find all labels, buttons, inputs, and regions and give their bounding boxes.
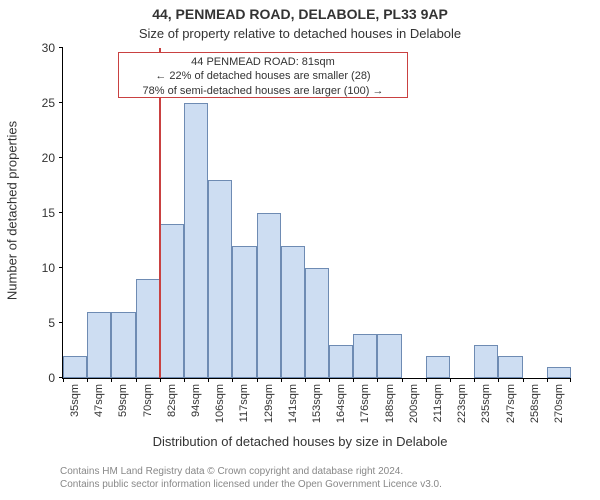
x-tick-label: 94sqm (190, 378, 202, 417)
x-tick-mark (257, 378, 258, 382)
x-tick-mark (523, 378, 524, 382)
x-tick-mark (87, 378, 88, 382)
y-tick-label: 30 (42, 41, 63, 55)
y-tick-label: 15 (42, 206, 63, 220)
y-tick-label: 0 (48, 371, 63, 385)
footer-line1: Contains HM Land Registry data © Crown c… (60, 465, 442, 478)
histogram-bar (498, 356, 522, 378)
y-tick-mark (59, 267, 63, 268)
annotation-line2: ← 22% of detached houses are smaller (28… (123, 69, 403, 83)
x-tick-label: 223sqm (456, 378, 468, 423)
chart-title-line1: 44, PENMEAD ROAD, DELABOLE, PL33 9AP (0, 6, 600, 22)
x-tick-mark (160, 378, 161, 382)
x-tick-mark (305, 378, 306, 382)
x-tick-label: 235sqm (480, 378, 492, 423)
x-tick-mark (474, 378, 475, 382)
y-tick-label: 5 (48, 316, 63, 330)
x-tick-mark (329, 378, 330, 382)
x-tick-mark (232, 378, 233, 382)
x-tick-mark (281, 378, 282, 382)
histogram-bar (208, 180, 232, 378)
histogram-bar (353, 334, 377, 378)
histogram-bar (281, 246, 305, 378)
x-tick-label: 129sqm (263, 378, 275, 423)
x-tick-mark (377, 378, 378, 382)
histogram-bar (377, 334, 401, 378)
histogram-bar (257, 213, 281, 378)
histogram-bar (160, 224, 184, 378)
y-tick-mark (59, 102, 63, 103)
annotation-line3: 78% of semi-detached houses are larger (… (123, 84, 403, 98)
histogram-bar (184, 103, 208, 378)
y-tick-mark (59, 47, 63, 48)
x-tick-mark (498, 378, 499, 382)
x-tick-mark (402, 378, 403, 382)
x-tick-label: 117sqm (238, 378, 250, 422)
x-tick-label: 82sqm (166, 378, 178, 417)
histogram-bar (474, 345, 498, 378)
x-tick-mark (570, 378, 571, 382)
x-tick-label: 47sqm (93, 378, 105, 417)
x-tick-label: 70sqm (142, 378, 154, 417)
x-tick-label: 200sqm (408, 378, 420, 423)
x-tick-label: 211sqm (432, 378, 444, 422)
chart-title-line2: Size of property relative to detached ho… (0, 26, 600, 41)
histogram-bar (232, 246, 256, 378)
histogram-bar (111, 312, 135, 378)
histogram-bar (426, 356, 450, 378)
y-tick-mark (59, 157, 63, 158)
x-tick-mark (136, 378, 137, 382)
y-tick-mark (59, 322, 63, 323)
x-tick-label: 153sqm (311, 378, 323, 423)
x-tick-mark (353, 378, 354, 382)
x-tick-mark (184, 378, 185, 382)
x-tick-mark (547, 378, 548, 382)
annotation-box: 44 PENMEAD ROAD: 81sqm ← 22% of detached… (118, 52, 408, 98)
annotation-line1: 44 PENMEAD ROAD: 81sqm (123, 55, 403, 69)
y-tick-label: 25 (42, 96, 63, 110)
x-axis-label: Distribution of detached houses by size … (0, 434, 600, 449)
x-tick-label: 188sqm (384, 378, 396, 423)
x-tick-label: 141sqm (287, 378, 299, 423)
footer-line2: Contains public sector information licen… (60, 478, 442, 491)
x-tick-label: 106sqm (214, 378, 226, 423)
x-tick-label: 164sqm (335, 378, 347, 423)
x-tick-label: 59sqm (117, 378, 129, 417)
x-tick-mark (426, 378, 427, 382)
histogram-bar (136, 279, 160, 378)
y-tick-label: 20 (42, 151, 63, 165)
histogram-bar (329, 345, 353, 378)
x-tick-mark (208, 378, 209, 382)
y-tick-label: 10 (42, 261, 63, 275)
footer-attribution: Contains HM Land Registry data © Crown c… (60, 465, 442, 491)
x-tick-label: 247sqm (505, 378, 517, 423)
histogram-bar (87, 312, 111, 378)
x-tick-mark (111, 378, 112, 382)
x-tick-label: 270sqm (553, 378, 565, 423)
y-axis-label: Number of detached properties (5, 111, 20, 311)
x-tick-mark (63, 378, 64, 382)
y-tick-mark (59, 212, 63, 213)
histogram-bar (547, 367, 571, 378)
x-tick-mark (450, 378, 451, 382)
histogram-bar (63, 356, 87, 378)
x-tick-label: 35sqm (69, 378, 81, 417)
histogram-bar (305, 268, 329, 378)
x-tick-label: 258sqm (529, 378, 541, 423)
x-tick-label: 176sqm (359, 378, 371, 423)
